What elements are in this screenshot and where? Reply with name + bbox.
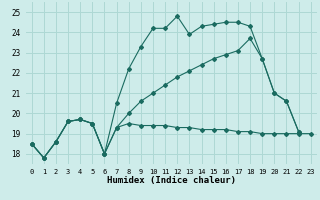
X-axis label: Humidex (Indice chaleur): Humidex (Indice chaleur) (107, 176, 236, 185)
